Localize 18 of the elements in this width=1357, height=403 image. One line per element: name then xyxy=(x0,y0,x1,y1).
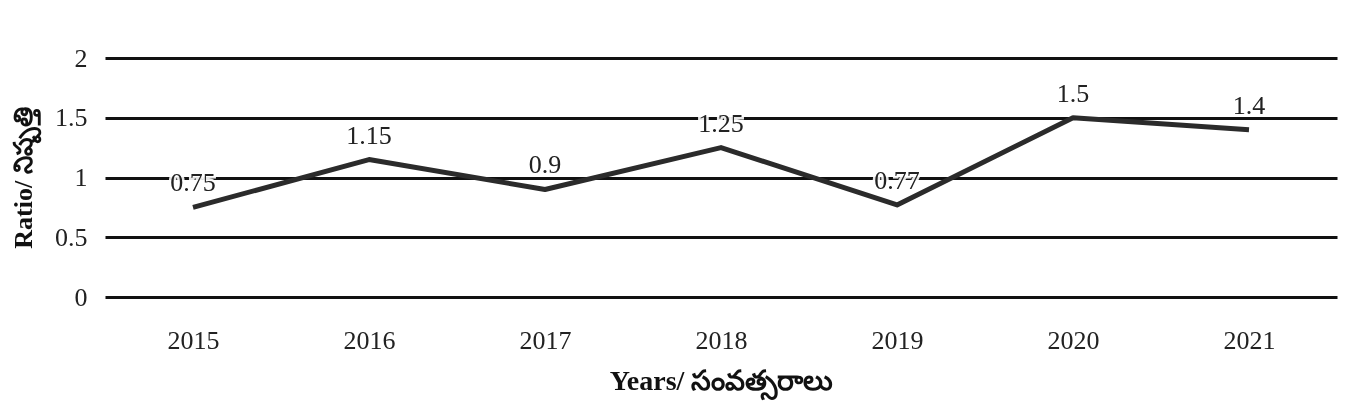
y-tick-label: 0 xyxy=(74,282,88,312)
y-tick-label: 0.5 xyxy=(55,222,88,252)
data-label: 1.15 xyxy=(346,120,392,150)
y-axis-title: Ratio/ నిష్పత్తి xyxy=(9,107,42,249)
y-tick-label: 2 xyxy=(74,43,88,73)
y-tick-label: 1.5 xyxy=(55,103,88,133)
data-label: 1.5 xyxy=(1056,78,1090,108)
x-tick-label: 2016 xyxy=(343,325,396,355)
y-tick-label: 1 xyxy=(74,163,88,192)
data-label: 0.9 xyxy=(528,150,562,180)
x-tick-label: 2021 xyxy=(1223,325,1276,355)
x-tick-label: 2015 xyxy=(167,325,220,355)
x-tick-label: 2018 xyxy=(695,325,748,355)
x-axis-title: Years/ సంవత్సరాలు xyxy=(609,364,834,401)
x-tick-label: 2019 xyxy=(871,325,924,355)
x-tick-label: 2017 xyxy=(519,325,572,355)
x-tick-label: 2020 xyxy=(1047,325,1100,355)
data-label: 1.4 xyxy=(1232,90,1266,120)
